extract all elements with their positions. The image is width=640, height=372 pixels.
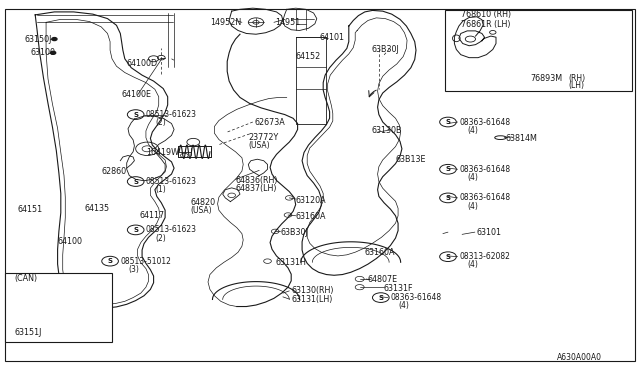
Circle shape xyxy=(51,51,56,54)
Text: 63B13E: 63B13E xyxy=(396,155,426,164)
Text: 14952N: 14952N xyxy=(210,18,241,27)
Text: 63131(LH): 63131(LH) xyxy=(291,295,333,304)
Text: S: S xyxy=(108,258,113,264)
Text: S: S xyxy=(133,112,138,118)
Text: (USA): (USA) xyxy=(191,206,212,215)
Text: (4): (4) xyxy=(467,126,478,135)
Text: 62860: 62860 xyxy=(101,167,126,176)
Text: (2): (2) xyxy=(155,234,166,243)
Text: 08513-61623: 08513-61623 xyxy=(146,110,197,119)
Text: 08513-61623: 08513-61623 xyxy=(146,225,197,234)
Text: (3): (3) xyxy=(128,265,139,274)
Text: 63B30J: 63B30J xyxy=(371,45,399,54)
Text: (RH): (RH) xyxy=(568,74,586,83)
Text: 64101: 64101 xyxy=(320,33,345,42)
Text: 16419W: 16419W xyxy=(146,148,179,157)
Text: (4): (4) xyxy=(398,301,409,310)
Text: 63814M: 63814M xyxy=(506,134,538,143)
Text: 64117: 64117 xyxy=(140,211,164,220)
Text: 63151J: 63151J xyxy=(14,328,42,337)
Text: 64837(LH): 64837(LH) xyxy=(236,184,277,193)
Text: (1): (1) xyxy=(155,185,166,194)
Text: 64100: 64100 xyxy=(58,237,83,246)
Text: (4): (4) xyxy=(467,260,478,269)
Text: 63160A: 63160A xyxy=(296,212,326,221)
Text: 63160A: 63160A xyxy=(365,248,396,257)
Text: 63101: 63101 xyxy=(477,228,502,237)
Text: S: S xyxy=(445,254,451,260)
Circle shape xyxy=(104,312,109,315)
Text: S: S xyxy=(445,166,451,172)
Text: 08363-61648: 08363-61648 xyxy=(460,118,511,126)
Text: (CAN): (CAN) xyxy=(14,274,37,283)
Text: (2): (2) xyxy=(155,118,166,127)
Text: 08513-51012: 08513-51012 xyxy=(120,257,171,266)
Text: 62673A: 62673A xyxy=(255,118,285,126)
Text: 63131H: 63131H xyxy=(275,258,306,267)
Text: S: S xyxy=(445,195,451,201)
Text: A630A00A0: A630A00A0 xyxy=(557,353,602,362)
Text: (4): (4) xyxy=(467,173,478,182)
Text: 64135: 64135 xyxy=(84,204,109,213)
Text: 14951: 14951 xyxy=(275,18,300,27)
Text: (USA): (USA) xyxy=(248,141,270,150)
Text: 63120A: 63120A xyxy=(296,196,326,205)
Text: (LH): (LH) xyxy=(568,81,584,90)
Text: 64100E: 64100E xyxy=(122,90,152,99)
Bar xyxy=(445,10,632,91)
Text: (4): (4) xyxy=(467,202,478,211)
Text: 08363-61648: 08363-61648 xyxy=(460,193,511,202)
Text: 63130(RH): 63130(RH) xyxy=(291,286,333,295)
Bar xyxy=(5,273,112,342)
Text: 64151: 64151 xyxy=(18,205,43,214)
Text: 76893M: 76893M xyxy=(530,74,562,83)
Text: 64836(RH): 64836(RH) xyxy=(236,176,278,185)
Text: 64807E: 64807E xyxy=(368,275,398,284)
Text: S: S xyxy=(133,227,138,233)
Text: 768610 (RH): 768610 (RH) xyxy=(461,10,511,19)
Text: 76861R (LH): 76861R (LH) xyxy=(461,20,510,29)
Text: 23772Y: 23772Y xyxy=(248,133,278,142)
Text: 08313-62082: 08313-62082 xyxy=(460,252,510,261)
Text: 63B30J: 63B30J xyxy=(280,228,308,237)
Circle shape xyxy=(52,38,57,41)
Text: 08513-61623: 08513-61623 xyxy=(146,177,197,186)
Text: 64152: 64152 xyxy=(296,52,321,61)
Text: 08363-61648: 08363-61648 xyxy=(390,293,442,302)
Text: 08363-61648: 08363-61648 xyxy=(460,165,511,174)
Text: 63131F: 63131F xyxy=(384,284,413,293)
Text: 63150J: 63150J xyxy=(24,35,52,44)
Text: S: S xyxy=(378,295,383,301)
Text: S: S xyxy=(133,179,138,185)
Text: 64820: 64820 xyxy=(191,198,216,207)
Text: 63100: 63100 xyxy=(31,48,56,57)
Text: 63130B: 63130B xyxy=(371,126,402,135)
Text: S: S xyxy=(445,119,451,125)
Text: 64100D: 64100D xyxy=(127,60,158,68)
